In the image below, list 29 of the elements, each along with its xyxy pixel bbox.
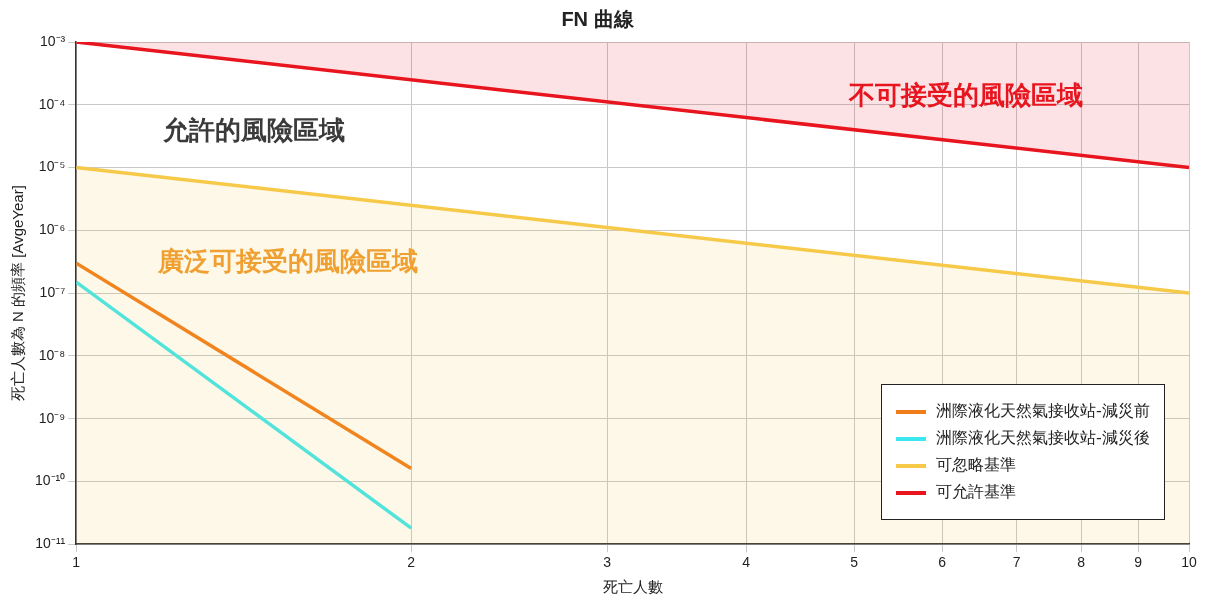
legend-label: 可允許基準 <box>936 482 1016 504</box>
chart-title: FN 曲線 <box>561 7 635 30</box>
x-tick-label: 2 <box>407 554 416 571</box>
x-tick-label: 4 <box>742 554 751 571</box>
legend-label: 可忽略基準 <box>936 455 1016 477</box>
x-tick-label: 5 <box>850 554 859 571</box>
legend-label: 洲際液化天然氣接收站-減災後 <box>936 428 1150 450</box>
y-tick-label: 10⁻⁶ <box>38 221 66 238</box>
annotation: 廣泛可接受的風險區域 <box>156 245 418 276</box>
y-tick-label: 10⁻⁹ <box>38 409 66 426</box>
y-tick-label: 10⁻⁸ <box>38 346 66 363</box>
annotation: 允許的風險區域 <box>163 115 346 146</box>
x-tick-label: 8 <box>1077 554 1086 571</box>
x-tick-label: 6 <box>938 554 947 571</box>
x-tick-label: 10 <box>1181 554 1197 571</box>
x-tick-label: 1 <box>72 554 81 571</box>
x-tick-label: 3 <box>603 554 612 571</box>
x-tick-label: 7 <box>1012 554 1021 571</box>
y-tick-label: 10⁻³ <box>40 32 66 49</box>
y-tick-label: 10⁻⁴ <box>38 95 66 112</box>
y-axis-title: 死亡人數為 N 的頻率 [AvgeYear] <box>9 185 27 402</box>
y-tick-label: 10⁻⁵ <box>38 158 66 175</box>
annotation: 不可接受的風險區域 <box>848 79 1084 110</box>
y-tick-label: 10⁻¹¹ <box>35 535 66 552</box>
x-axis-title: 死亡人數 <box>602 578 663 596</box>
legend-label: 洲際液化天然氣接收站-減災前 <box>936 401 1150 423</box>
x-tick-label: 9 <box>1134 554 1143 571</box>
y-tick-label: 10⁻¹⁰ <box>35 472 66 489</box>
y-tick-label: 10⁻⁷ <box>39 283 66 300</box>
